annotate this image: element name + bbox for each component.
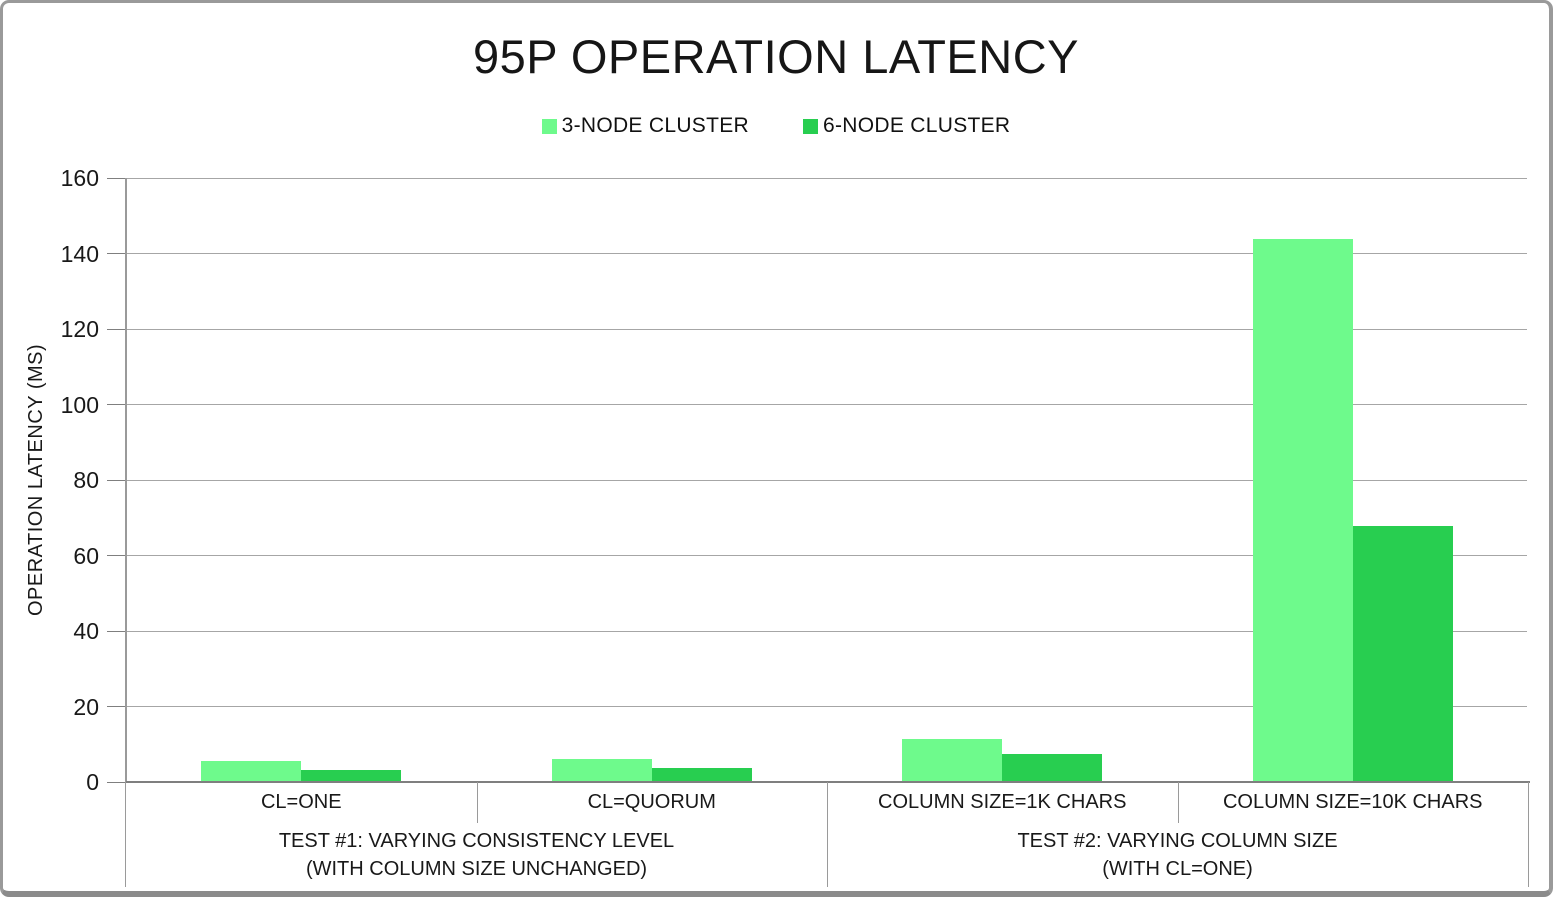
bar-6-node-cluster — [301, 769, 402, 782]
y-axis-tick — [107, 253, 126, 254]
y-axis-tick-label: 160 — [60, 165, 99, 191]
y-axis-tick-label: 20 — [73, 693, 99, 720]
y-axis-tick — [107, 177, 126, 179]
y-axis-tick-label: 120 — [60, 316, 99, 342]
y-axis-tick-label: 140 — [60, 240, 99, 267]
y-axis-tick — [107, 404, 126, 405]
gridline — [126, 630, 1527, 632]
category-label: COLUMN SIZE=1K CHARS — [878, 791, 1127, 813]
y-axis-tick-label: 40 — [73, 618, 99, 644]
y-axis-tick-label: 80 — [73, 467, 99, 493]
category-label: COLUMN SIZE=10K CHARS — [1222, 791, 1483, 813]
gridline — [126, 253, 1527, 254]
table-border-left — [125, 782, 126, 887]
legend-item: 6-NODE CLUSTER — [803, 114, 1010, 138]
category-divider — [1177, 782, 1179, 823]
test-group-label: TEST #2: VARYING COLUMN SIZE (WITH CL=ON… — [1017, 830, 1338, 880]
test-group-label: TEST #1: VARYING CONSISTENCY LEVEL (WITH… — [278, 830, 675, 880]
y-axis-tick-label: 100 — [60, 391, 99, 418]
bar-6-node-cluster — [1002, 753, 1103, 782]
gridline — [126, 404, 1527, 405]
legend-item: 3-NODE CLUSTER — [541, 114, 749, 138]
bar-3-node-cluster — [1252, 239, 1353, 782]
bar-3-node-cluster — [902, 739, 1003, 782]
legend-label: 6-NODE CLUSTER — [823, 114, 1011, 137]
group-divider — [827, 782, 828, 887]
gridline — [126, 706, 1527, 707]
x-axis-line — [126, 781, 1530, 783]
y-axis-tick — [107, 479, 126, 481]
y-axis-tick-label: 0 — [86, 769, 99, 795]
legend-label: 3-NODE CLUSTER — [561, 114, 749, 137]
category-label: CL=QUORUM — [587, 791, 716, 813]
y-axis-tick — [107, 328, 126, 330]
legend-swatch-6-node-cluster — [803, 118, 818, 134]
gridline — [126, 328, 1527, 330]
bar-3-node-cluster — [551, 758, 652, 782]
y-axis-tick — [107, 781, 126, 783]
y-axis-tick-label: 60 — [73, 542, 99, 569]
y-axis-tick — [107, 706, 126, 707]
table-border-right — [1528, 782, 1529, 887]
bar-6-node-cluster — [651, 767, 752, 782]
bar-6-node-cluster — [1352, 525, 1453, 782]
legend-swatch-3-node-cluster — [541, 118, 557, 134]
gridline — [126, 555, 1527, 556]
bar-3-node-cluster — [201, 761, 302, 782]
y-axis-line — [125, 178, 127, 782]
chart-title: 95P OPERATION LATENCY — [472, 30, 1079, 83]
legend: 3-NODE CLUSTER 6-NODE CLUSTER — [3, 114, 1549, 138]
plot-area: 0 20 40 60 80 100 120 140 160 CL=ONE CL=QUORUM COLU… — [3, 3, 1549, 891]
category-divider — [476, 782, 478, 823]
gridline — [126, 479, 1527, 481]
category-label: CL=ONE — [260, 791, 342, 813]
y-axis-tick — [107, 555, 126, 556]
gridline — [126, 177, 1527, 179]
y-axis-tick — [107, 630, 126, 632]
